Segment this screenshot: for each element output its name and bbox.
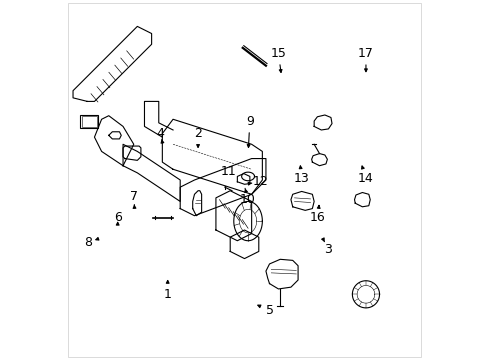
- Text: 5: 5: [265, 304, 273, 317]
- Text: 16: 16: [309, 211, 325, 224]
- Text: 7: 7: [129, 190, 138, 203]
- Text: 14: 14: [357, 172, 373, 185]
- Text: 17: 17: [357, 47, 373, 60]
- Text: 15: 15: [270, 47, 286, 60]
- Text: 6: 6: [114, 211, 122, 224]
- Text: 10: 10: [240, 193, 256, 206]
- Text: 11: 11: [220, 165, 236, 177]
- Text: 4: 4: [156, 127, 164, 140]
- Text: 13: 13: [293, 172, 309, 185]
- Bar: [80, 114, 98, 128]
- Text: 9: 9: [245, 114, 253, 127]
- Text: 8: 8: [84, 236, 92, 249]
- Text: 3: 3: [324, 243, 332, 256]
- Text: 2: 2: [194, 127, 202, 140]
- Bar: [81, 116, 97, 127]
- Text: 12: 12: [252, 175, 268, 188]
- Text: 1: 1: [163, 288, 171, 301]
